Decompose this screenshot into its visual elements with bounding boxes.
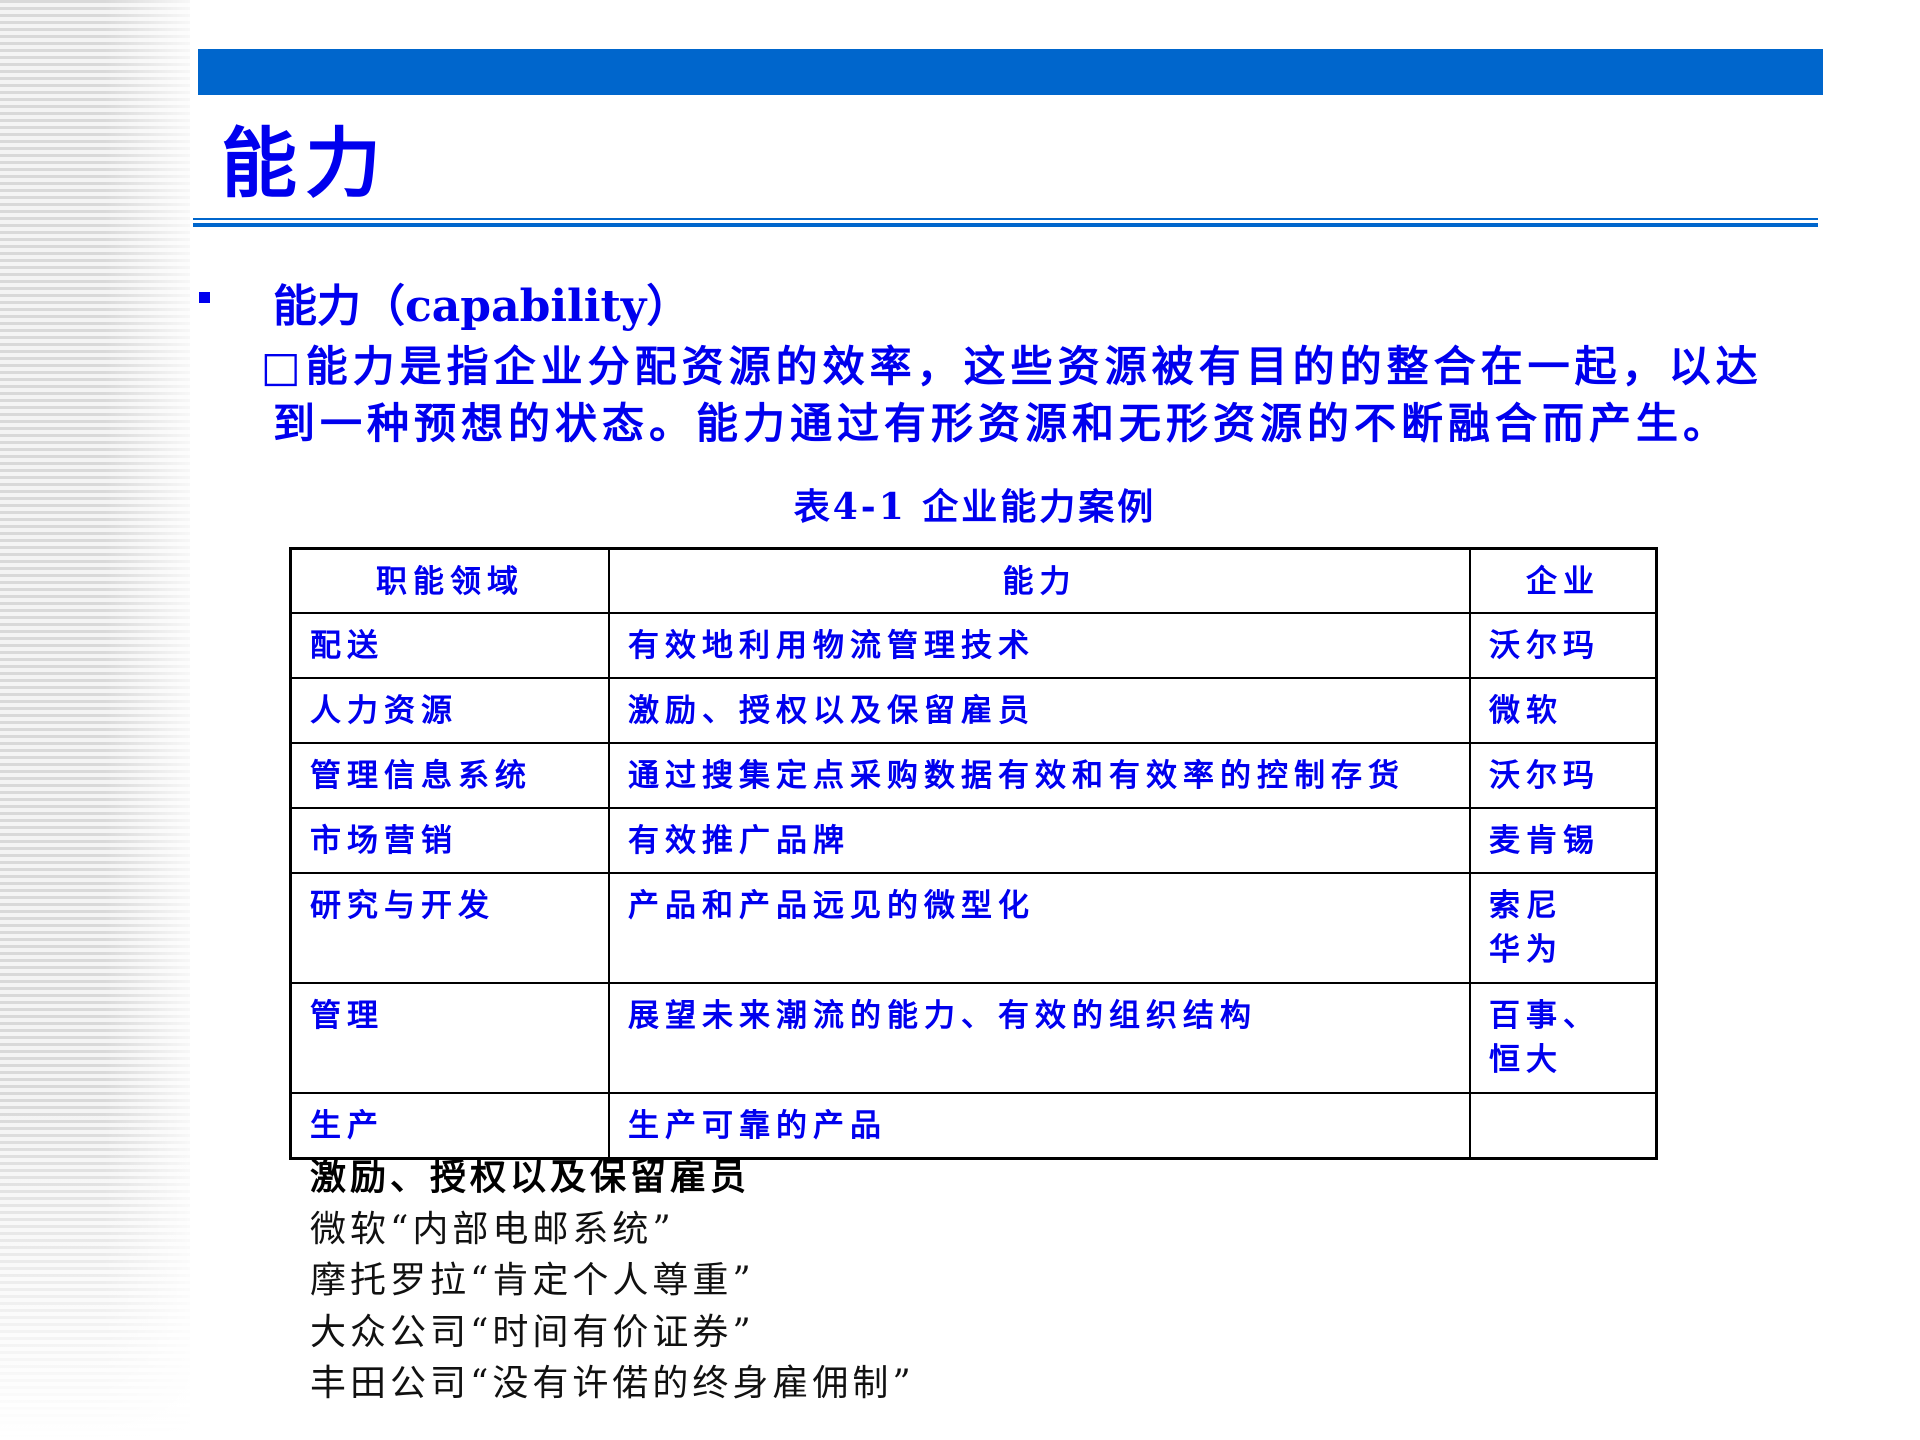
cell-text: 沃尔玛 [1489, 628, 1600, 664]
cell-text: 管理信息系统 [310, 758, 532, 794]
cell-company: 沃尔玛 [1469, 612, 1658, 679]
paragraph-line: □能力是指企业分配资源的效率，这些资源被有目的的整合在一起，以达 [261, 342, 1763, 391]
table-caption: 表4-1 企业能力案例 [793, 486, 1157, 528]
cell-area: 研究与开发 [289, 872, 610, 984]
note-item: 摩托罗拉“肯定个人尊重” [310, 1260, 755, 1301]
cell-text: 管理 [310, 998, 384, 1034]
cell-capability: 生产可靠的产品 [608, 1092, 1471, 1160]
cell-capability: 通过搜集定点采购数据有效和有效率的控制存货 [608, 742, 1471, 809]
bullet-icon [199, 292, 210, 303]
cell-text: 微软 [1489, 693, 1563, 729]
cell-company: 索尼 华为 [1469, 872, 1658, 984]
note-item: 大众公司“时间有价证券” [310, 1311, 755, 1353]
table-row: 管理 展望未来潮流的能力、有效的组织结构 百事、恒大 [289, 982, 1658, 1094]
cell-text: 沃尔玛 [1489, 758, 1600, 794]
cell-company: 沃尔玛 [1469, 742, 1658, 809]
cell-area: 配送 [289, 612, 610, 679]
header-cell: 职能领域 [289, 547, 610, 614]
note-item: 微软“内部电邮系统” [310, 1208, 675, 1250]
definition-paragraph: □能力是指企业分配资源的效率，这些资源被有目的的整合在一起，以达 到一种预想的状… [261, 338, 1821, 452]
header-cell: 企业 [1469, 547, 1658, 614]
cell-text: 人力资源 [310, 693, 458, 729]
cell-area: 管理信息系统 [289, 742, 610, 809]
cell-area: 生产 [289, 1092, 610, 1160]
slide-title: 能力 [221, 119, 389, 208]
cell-capability: 产品和产品远见的微型化 [608, 872, 1471, 984]
cell-company: 麦肯锡 [1469, 807, 1658, 874]
cell-text: 麦肯锡 [1489, 823, 1600, 859]
cell-area: 市场营销 [289, 807, 610, 874]
decorative-fade [0, 1100, 190, 1440]
cell-text: 市场营销 [310, 823, 458, 859]
header-bar [198, 49, 1823, 95]
cell-text: 有效地利用物流管理技术 [628, 628, 1035, 664]
cell-text: 研究与开发 [310, 888, 495, 924]
section-heading: 能力（capability） [273, 281, 691, 332]
cell-company: 百事、 恒大 [1469, 982, 1658, 1094]
note-item: 丰田公司“没有许偌的终身雇佣制” [310, 1363, 915, 1404]
cell-area: 人力资源 [289, 677, 610, 744]
cell-capability: 有效推广品牌 [608, 807, 1471, 874]
cell-capability: 激励、授权以及保留雇员 [608, 677, 1471, 744]
notes-heading: 激励、授权以及保留雇员 [310, 1156, 751, 1198]
cell-capability: 展望未来潮流的能力、有效的组织结构 [608, 982, 1471, 1094]
table-row: 人力资源 激励、授权以及保留雇员 微软 [289, 677, 1658, 744]
divider [193, 218, 1818, 220]
cell-text: 百事、 [1489, 998, 1600, 1034]
cell-text: 恒大 [1489, 1042, 1563, 1078]
table-header-row: 职能领域 能力 企业 [289, 547, 1658, 614]
table-row: 研究与开发 产品和产品远见的微型化 索尼华为 [289, 872, 1658, 984]
table-row: 市场营销 有效推广品牌 麦肯锡 [289, 807, 1658, 874]
cell-text: 产品和产品远见的微型化 [628, 888, 1035, 924]
cell-company [1469, 1092, 1658, 1160]
cell-text: 生产 [310, 1108, 384, 1144]
cell-company: 微软 [1469, 677, 1658, 744]
header-cell: 能力 [608, 547, 1471, 614]
cell-text: 华为 [1489, 932, 1563, 968]
cell-capability: 有效地利用物流管理技术 [608, 612, 1471, 679]
capability-table: 职能领域 能力 企业 配送 有效地利用物流管理技术 沃尔玛 人力资源 激励、授权以及保留… [289, 547, 1658, 1160]
table-row: 配送 有效地利用物流管理技术 沃尔玛 [289, 612, 1658, 679]
cell-area: 管理 [289, 982, 610, 1094]
notes: 激励、授权以及保留雇员 微软“内部电邮系统” 摩托罗拉“肯定个人尊重” 大众公司… [310, 1152, 915, 1410]
cell-text: 配送 [310, 628, 384, 664]
table-row: 生产 生产可靠的产品 [289, 1092, 1658, 1160]
cell-text: 索尼 [1489, 888, 1563, 924]
paragraph-line: 到一种预想的状态。能力通过有形资源和无形资源的不断融合而产生。 [273, 399, 1731, 448]
cell-text: 激励、授权以及保留雇员 [628, 693, 1035, 729]
cell-text: 展望未来潮流的能力、有效的组织结构 [628, 998, 1257, 1034]
divider [193, 223, 1818, 227]
cell-text: 通过搜集定点采购数据有效和有效率的控制存货 [628, 758, 1405, 794]
cell-text: 生产可靠的产品 [628, 1108, 887, 1144]
cell-text: 有效推广品牌 [628, 823, 850, 859]
table-row: 管理信息系统 通过搜集定点采购数据有效和有效率的控制存货 沃尔玛 [289, 742, 1658, 809]
